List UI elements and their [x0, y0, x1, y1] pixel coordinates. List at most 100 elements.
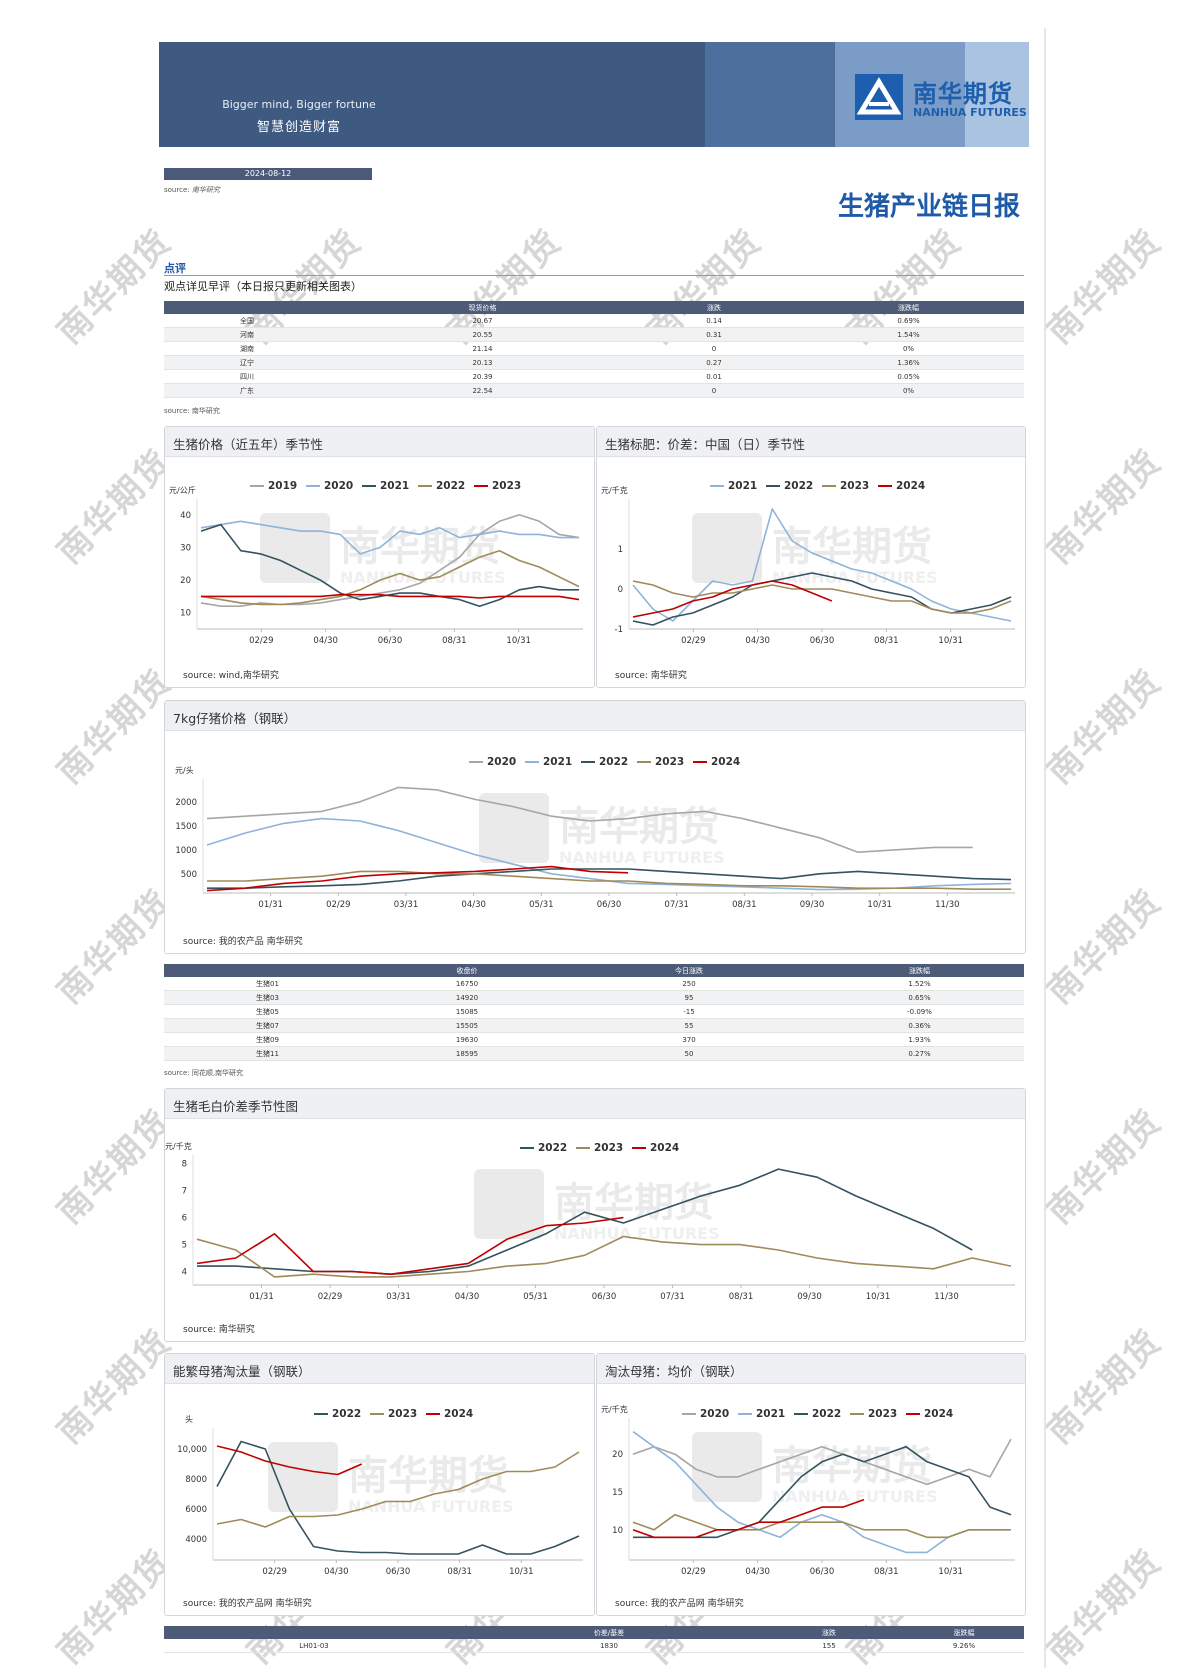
legend-item: 2023: [840, 480, 869, 492]
x-tick-label: 02/29: [318, 1292, 343, 1302]
table-row: LH01-03 1830 155 9.26%: [164, 1639, 1024, 1653]
series-line-2020: [200, 520, 579, 555]
series-line-2023: [216, 1451, 580, 1528]
table-cell: 20.55: [330, 327, 635, 342]
legend-item: 2022: [538, 1142, 567, 1154]
y-tick-label: 40: [180, 511, 191, 521]
chart-panel-fat-spread-seasonal: 生猪标肥：价差：中国（日）季节性 南华期货 NANHUA FUTURES 元/千克 -…: [596, 426, 1026, 688]
table-cell: 河南: [164, 327, 330, 342]
x-tick-label: 07/31: [664, 900, 689, 910]
table-cell: 20.13: [330, 355, 635, 370]
watermark-text: 南华期货: [554, 1180, 714, 1226]
y-tick-label: 1000: [175, 846, 197, 856]
table-cell: LH01-03: [164, 1639, 464, 1653]
y-tick-label: 10: [180, 609, 191, 619]
x-tick-label: 10/31: [938, 636, 963, 646]
table-cell: 生猪09: [164, 1032, 371, 1047]
y-tick-label: 1500: [175, 822, 197, 832]
x-tick-label: 09/30: [797, 1292, 822, 1302]
y-axis-label: 元/头: [175, 765, 194, 775]
legend-item: 2022: [812, 1408, 841, 1420]
x-tick-label: 06/30: [386, 1567, 411, 1577]
series-line-2022: [200, 549, 580, 606]
x-tick-label: 03/31: [394, 900, 419, 910]
y-axis-label: 元/千克: [601, 1404, 628, 1414]
x-tick-label: 07/31: [660, 1292, 685, 1302]
series-line-2024: [632, 580, 833, 618]
y-tick-label: 20: [612, 1450, 623, 1460]
table-cell: 生猪11: [164, 1046, 371, 1061]
table-row: 湖南 21.14 0 0%: [164, 341, 1024, 356]
nanhua-logo-icon: [855, 74, 903, 120]
table-cell: 湖南: [164, 341, 330, 356]
series-line-2022: [207, 868, 1012, 889]
table-cell: 250: [563, 977, 815, 991]
x-tick-label: 04/30: [455, 1292, 480, 1302]
x-tick-label: 04/30: [745, 636, 770, 646]
spread-table: 价差/基差 涨跌 涨跌幅 LH01-03 1830 155 9.26%: [164, 1626, 1024, 1653]
col-header: 今日涨跌: [563, 964, 815, 977]
x-tick-label: 04/30: [461, 900, 486, 910]
y-tick-label: 8000: [185, 1475, 207, 1485]
table-cell: 15085: [371, 1004, 563, 1019]
col-header: 涨跌: [635, 301, 793, 314]
legend-item: 2023: [388, 1408, 417, 1420]
x-tick-label: 06/30: [597, 900, 622, 910]
table-cell: 20.39: [330, 369, 635, 384]
legend-item: 2020: [700, 1408, 729, 1420]
x-tick-label: 10/31: [506, 636, 530, 646]
table-cell: 1.54%: [793, 327, 1024, 342]
watermark-text-en: NANHUA FUTURES: [340, 568, 506, 587]
x-tick-label: 09/30: [800, 900, 825, 910]
x-tick-label: 08/31: [447, 1567, 472, 1577]
y-tick-label: 500: [181, 870, 197, 880]
x-tick-label: 08/31: [732, 900, 757, 910]
review-label: 点评: [164, 262, 186, 275]
x-tick-label: 02/29: [681, 636, 706, 646]
futures-table-source: source: 同花顺,南华研究: [164, 1069, 244, 1077]
watermark-logo-icon: [474, 1169, 544, 1239]
y-tick-label: 20: [180, 576, 191, 586]
series-line-2021: [632, 508, 1012, 622]
table-cell: 0%: [793, 383, 1024, 398]
table-cell: 14920: [371, 990, 563, 1005]
table-cell: 0.14: [635, 314, 793, 328]
logo-text-en: NANHUA FUTURES: [913, 106, 1027, 119]
x-tick-label: 04/30: [313, 636, 338, 646]
legend-item: 2020: [487, 756, 516, 768]
y-tick-label: 30: [180, 543, 191, 553]
col-header: [164, 964, 371, 977]
table-cell: 0.65%: [815, 990, 1024, 1005]
legend-item: 2024: [924, 1408, 953, 1420]
spot-table-source: source: 南华研究: [164, 407, 220, 415]
futures-table: 收盘价 今日涨跌 涨跌幅 生猪01 16750 250 1.52% 生猪03 14920 9…: [164, 964, 1024, 1061]
x-tick-label: 06/30: [592, 1292, 617, 1302]
series-line-2020: [632, 1438, 1012, 1486]
y-axis-label: 元/千克: [165, 1141, 192, 1151]
y-tick-label: 6: [182, 1214, 187, 1224]
chart-title: 能繁母猪淘汰量（钢联）: [173, 1364, 311, 1379]
x-tick-label: 02/29: [249, 636, 274, 646]
table-cell: 生猪07: [164, 1018, 371, 1033]
table-cell: 1.36%: [793, 355, 1024, 370]
x-tick-label: 05/31: [523, 1292, 548, 1302]
x-tick-label: 02/29: [262, 1567, 287, 1577]
table-cell: 9.26%: [904, 1639, 1024, 1653]
watermark-text-en: NANHUA FUTURES: [772, 568, 938, 587]
table-cell: 20.67: [330, 314, 635, 328]
chart-panel-cull-sow-price: 淘汰母猪：均价（钢联） 南华期货 NANHUA FUTURES 元/千克 10 15 20…: [596, 1353, 1026, 1616]
y-axis-label: 元/公斤: [169, 485, 196, 495]
review-text: 观点详见早评（本日报只更新相关图表）: [164, 280, 362, 293]
chart-title: 生猪标肥：价差：中国（日）季节性: [605, 437, 806, 452]
logo-text-cn: 南华期货: [913, 80, 1013, 108]
watermark-text: 南华期货: [772, 524, 932, 570]
series-line-2022: [216, 1440, 580, 1555]
table-row: 广东 22.54 0 0%: [164, 383, 1024, 398]
x-tick-label: 02/29: [681, 1567, 706, 1577]
y-axis-label: 头: [185, 1414, 193, 1424]
col-header: [164, 301, 330, 314]
x-tick-label: 01/31: [249, 1292, 274, 1302]
